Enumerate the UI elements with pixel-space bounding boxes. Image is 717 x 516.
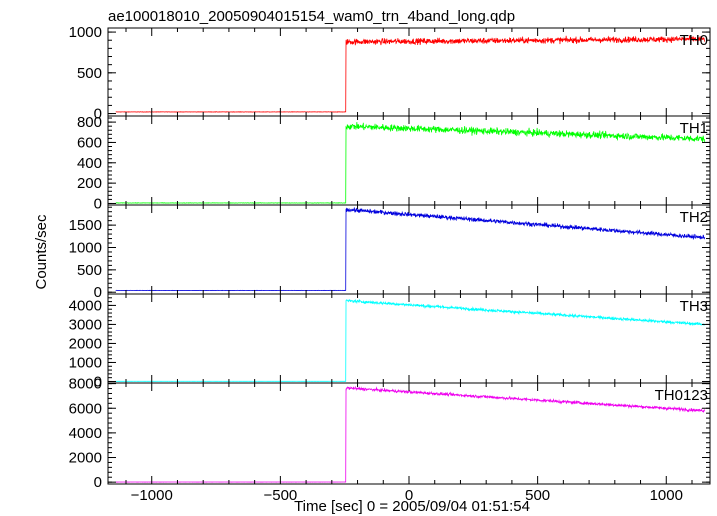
y-tick-label: 3000 [69, 316, 102, 333]
panel-th2: 0 500 1000 1500 TH2 [69, 204, 711, 301]
y-axis-title: Counts/sec [33, 214, 50, 290]
y-tick-label: 200 [77, 175, 102, 192]
y-tick-label: 0 [94, 106, 102, 123]
series-th2 [115, 207, 706, 291]
y-tick-label: 4000 [69, 425, 102, 442]
y-tick-label: 1500 [69, 217, 102, 234]
panel-frame [107, 204, 711, 295]
y-tick-label: 1000 [69, 354, 102, 371]
y-tick-label: 4000 [69, 297, 102, 314]
chart-title: ae100018010_20050904015154_wam0_trn_4ban… [108, 8, 515, 25]
series-th0 [115, 35, 706, 113]
x-tick-label: 500 [525, 487, 550, 504]
y-tick-label: 800 [77, 114, 102, 131]
panel-label-th0: TH0 [680, 32, 708, 49]
y-tick-label: 1000 [69, 239, 102, 256]
x-tick-label: 0 [405, 487, 413, 504]
panel-frame [107, 293, 711, 384]
panel-frame [107, 115, 711, 206]
panel-label-th2: TH2 [680, 209, 708, 226]
panel-label-th0123: TH0123 [655, 387, 708, 404]
panel-th0: 0 500 1000 TH0 [69, 24, 711, 123]
y-tick-label: 500 [77, 65, 102, 82]
panel-th0123: 0 2000 4000 6000 8000 TH0123 [69, 376, 711, 491]
panel-label-th3: TH3 [680, 298, 708, 315]
chart-panels: 0 500 1000 TH0 0 200 400 600 800 TH1 0 500 1000 1500 T… [69, 24, 711, 504]
y-tick-label: 400 [77, 155, 102, 172]
series-th3 [115, 298, 705, 382]
y-tick-label: 8000 [69, 376, 102, 393]
x-tick-label: 1000 [650, 487, 683, 504]
y-tick-label: 0 [94, 284, 102, 301]
y-tick-label: 0 [94, 474, 102, 491]
y-tick-label: 6000 [69, 400, 102, 417]
y-tick-label: 0 [94, 195, 102, 212]
x-tick-label: −1000 [131, 487, 173, 504]
series-th1 [115, 122, 706, 204]
panel-th1: 0 200 400 600 800 TH1 [77, 114, 711, 212]
y-tick-label: 1000 [69, 24, 102, 41]
y-tick-label: 2000 [69, 335, 102, 352]
panel-th3: 0 1000 2000 3000 4000 TH3 [69, 293, 711, 390]
x-tick-label: −500 [263, 487, 297, 504]
y-tick-label: 600 [77, 134, 102, 151]
series-th0123 [115, 385, 706, 483]
y-tick-label: 500 [77, 262, 102, 279]
panel-frame [107, 382, 711, 485]
panel-label-th1: TH1 [680, 120, 708, 137]
y-tick-label: 0 [94, 373, 102, 390]
x-axis-title: Time [sec] 0 = 2005/09/04 01:51:54 [294, 498, 530, 515]
y-tick-label: 2000 [69, 450, 102, 467]
